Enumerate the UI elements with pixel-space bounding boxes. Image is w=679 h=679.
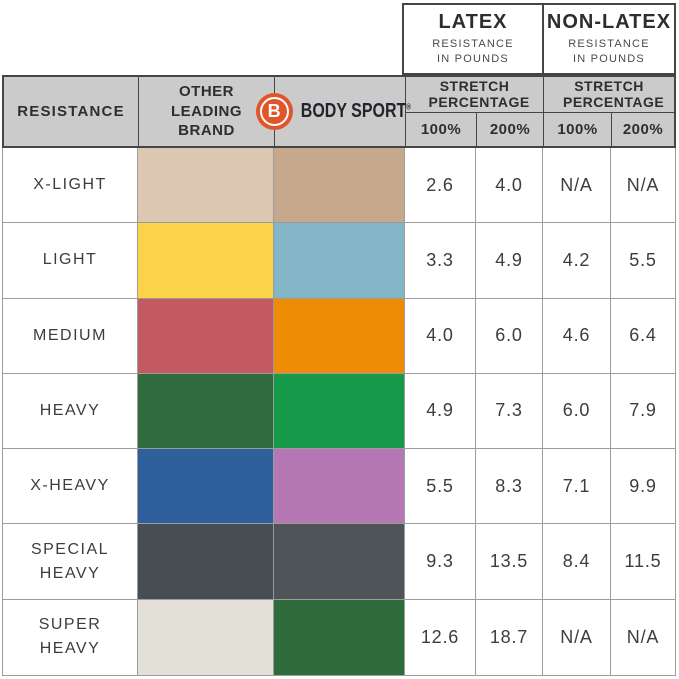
swatch-bodysport (274, 524, 405, 600)
value-nonlatex-100: 8.4 (543, 524, 611, 600)
bodysport-logo-letter: B (259, 97, 289, 126)
row-label-text: HEAVY (39, 401, 101, 419)
row-label-text: X-LIGHT (33, 176, 107, 194)
bodysport-logo: B BODY SPORT® (255, 93, 411, 130)
nonlatex-title: NON-LATEX (546, 11, 672, 34)
swatch-other-brand (138, 449, 274, 525)
value-latex-100: 5.5 (405, 449, 476, 525)
row-label: SPECIAL HEAVY (3, 524, 138, 600)
swatch-other-brand (138, 148, 274, 224)
stretch-percentage-header-nonlatex: STRETCH PERCENTAGE (544, 77, 674, 113)
stretch-percentage-header-latex: STRETCH PERCENTAGE (406, 77, 544, 113)
swatch-other-brand (138, 373, 274, 450)
swatch-bodysport (274, 373, 405, 450)
table-body: X-LIGHT 2.6 4.0 N/A N/A LIGHT 3.3 4.9 4.… (2, 148, 676, 676)
bodysport-brand-name: BODY SPORT® (300, 100, 410, 123)
swatch-other-brand (138, 524, 274, 600)
other-brand-column-header: OTHER LEADING BRAND (139, 77, 275, 146)
other-brand-label: OTHER LEADING BRAND (171, 83, 242, 140)
value-latex-100: 4.0 (405, 298, 476, 374)
bodysport-logo-icon: B (255, 93, 293, 130)
value-nonlatex-100: 6.0 (543, 373, 611, 450)
value-latex-100: 4.9 (405, 373, 476, 450)
value-nonlatex-200: 5.5 (611, 223, 675, 299)
row-label: HEAVY (3, 373, 138, 450)
swatch-bodysport (274, 223, 405, 299)
brand-name-text: BODY SPORT (300, 100, 406, 122)
swatch-bodysport (274, 298, 405, 374)
latex-100-header: 100% (406, 113, 477, 146)
swatch-other-brand (138, 223, 274, 299)
value-latex-200: 6.0 (476, 298, 543, 374)
latex-title: LATEX (438, 11, 508, 34)
trademark-symbol: ® (405, 102, 411, 112)
row-label: X-LIGHT (3, 148, 138, 224)
value-latex-100: 3.3 (405, 223, 476, 299)
row-label-text: SUPER HEAVY (38, 616, 102, 658)
value-nonlatex-100: 7.1 (543, 449, 611, 525)
value-latex-200: 4.0 (476, 148, 543, 224)
row-label-text: MEDIUM (33, 326, 107, 344)
material-header-row: LATEX RESISTANCE IN POUNDS NON-LATEX RES… (402, 3, 676, 75)
latex-header-box: LATEX RESISTANCE IN POUNDS (404, 5, 544, 73)
value-nonlatex-200: 6.4 (611, 299, 675, 374)
value-latex-100: 9.3 (405, 524, 476, 600)
resistance-column-header: RESISTANCE (4, 77, 139, 146)
stretch-label-nonlatex: STRETCH PERCENTAGE (563, 77, 665, 110)
value-nonlatex-200: 11.5 (611, 524, 675, 600)
nonlatex-200-header: 200% (622, 121, 664, 138)
row-label: X-HEAVY (3, 449, 138, 525)
value-latex-200: 18.7 (476, 599, 543, 675)
nonlatex-header-box: NON-LATEX RESISTANCE IN POUNDS (544, 5, 674, 73)
row-label: MEDIUM (3, 298, 138, 374)
value-nonlatex-200: N/A (611, 148, 675, 224)
stretch-label-latex: STRETCH PERCENTAGE (428, 77, 530, 110)
value-nonlatex-100: 4.6 (543, 298, 611, 374)
row-label: SUPER HEAVY (3, 599, 138, 675)
value-nonlatex-200: 9.9 (611, 449, 675, 525)
row-label-text: SPECIAL HEAVY (30, 540, 110, 582)
value-nonlatex-200: 7.9 (611, 374, 675, 450)
bodysport-column-header: B BODY SPORT® (255, 77, 411, 146)
value-latex-200: 4.9 (476, 223, 543, 299)
value-nonlatex-100: N/A (543, 599, 611, 675)
value-latex-200: 7.3 (476, 373, 543, 450)
swatch-other-brand (138, 599, 274, 675)
latex-subtitle: RESISTANCE IN POUNDS (432, 38, 514, 65)
nonlatex-subtitle: RESISTANCE IN POUNDS (568, 38, 650, 65)
table-header: RESISTANCE OTHER LEADING BRAND B BODY SP… (2, 75, 676, 148)
row-label-text: X-HEAVY (30, 477, 110, 495)
value-latex-200: 8.3 (476, 449, 543, 525)
row-label: LIGHT (3, 223, 138, 299)
value-latex-200: 13.5 (476, 524, 543, 600)
value-latex-100: 2.6 (405, 148, 476, 224)
value-nonlatex-100: 4.2 (543, 223, 611, 299)
swatch-bodysport (274, 148, 405, 224)
value-latex-100: 12.6 (405, 599, 476, 675)
latex-200-header: 200% (477, 113, 544, 146)
swatch-bodysport (274, 599, 405, 675)
swatch-other-brand (138, 298, 274, 374)
swatch-bodysport (274, 449, 405, 525)
nonlatex-100-header: 100% (544, 113, 612, 146)
value-nonlatex-200: N/A (626, 626, 660, 647)
row-label-text: LIGHT (42, 251, 98, 269)
value-nonlatex-100: N/A (543, 148, 611, 224)
